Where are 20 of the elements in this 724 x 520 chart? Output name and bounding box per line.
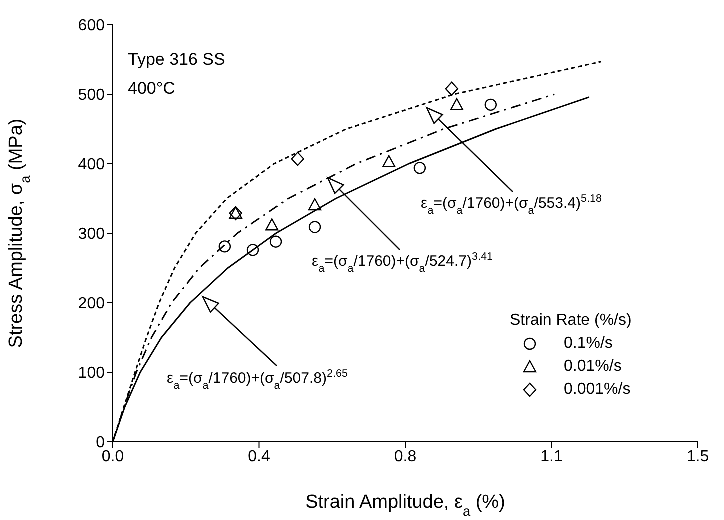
x-axis-title: Strain Amplitude, ε$_{a}$ (%) [306, 492, 506, 518]
annotation: ε$_{a}$=(σ$_{a}$/1760)+(σ$_{a}$/553.4)$^{5.18}$ [421, 193, 602, 217]
annotation: ε$_{a}$=(σ$_{a}$/1760)+(σ$_{a}$/507.8)$^{2.65}$ [167, 368, 348, 392]
annotation: Type 316 SS [128, 50, 226, 69]
y-tick-label: 500 [78, 87, 106, 104]
annotation: ε$_{a}$=(σ$_{a}$/1760)+(σ$_{a}$/524.7)$^{3.41}$ [312, 251, 494, 275]
legend-label: 0.01%/s [564, 358, 622, 376]
x-tick-label: 1.1 [540, 448, 563, 466]
y-tick-label: 400 [78, 156, 106, 174]
y-tick-label: 200 [78, 296, 106, 313]
legend-title: Strain Rate (%/s) [510, 312, 633, 330]
legend-label: 0.1%/s [564, 334, 613, 352]
y-tick-label: 300 [78, 226, 106, 244]
x-tick-label: 1.5 [686, 448, 710, 466]
y-tick-label: 600 [78, 18, 106, 35]
x-tick-label: 0.8 [394, 448, 417, 466]
legend-label: 0.001%/s [564, 380, 631, 398]
annotation: 400°C [128, 79, 176, 98]
y-tick-label: 100 [78, 365, 106, 382]
x-tick-label: 0.4 [248, 448, 270, 466]
